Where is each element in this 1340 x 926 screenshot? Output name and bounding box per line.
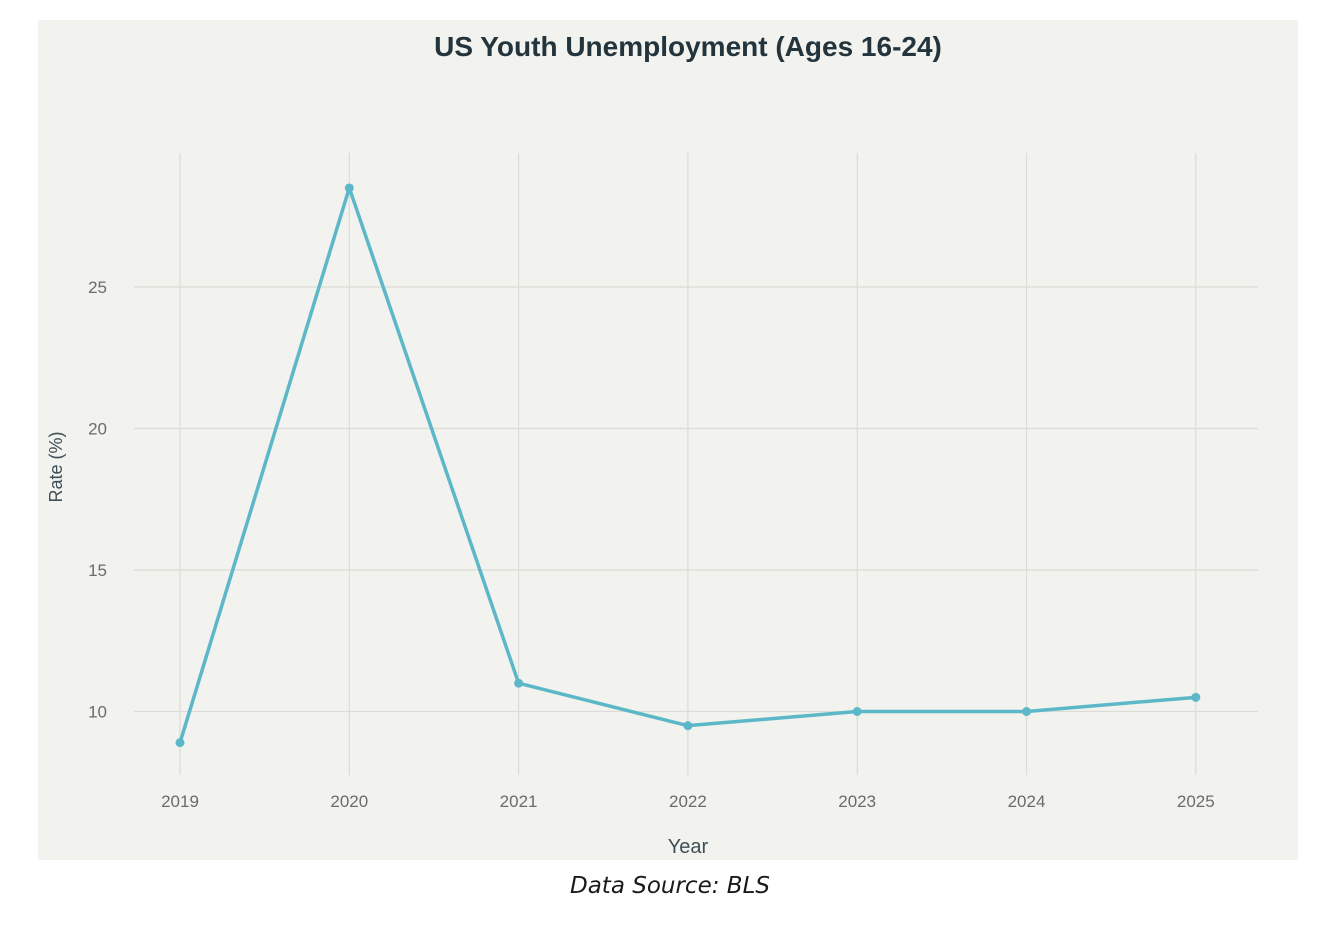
x-tick-labels: 2019 2020 2021 2022 2023 2024 2025 <box>161 792 1215 811</box>
data-source-caption: Data Source: BLS <box>570 873 770 899</box>
data-point[interactable] <box>344 183 354 193</box>
data-point[interactable] <box>1191 692 1201 702</box>
data-point[interactable] <box>514 678 524 688</box>
series-layer <box>175 183 1201 748</box>
x-tick-label: 2020 <box>330 792 368 811</box>
x-tick-label: 2025 <box>1177 792 1215 811</box>
x-tick-label: 2021 <box>500 792 538 811</box>
y-tick-labels: 10 15 20 25 <box>88 278 107 722</box>
y-tick-label: 25 <box>88 278 107 297</box>
line-chart: US Youth Unemployment (Ages 16-24) 10 15 2… <box>46 31 1258 858</box>
chart-title: US Youth Unemployment (Ages 16-24) <box>434 31 942 62</box>
x-tick-label: 2023 <box>838 792 876 811</box>
data-point[interactable] <box>852 707 862 716</box>
y-tick-label: 10 <box>88 703 107 722</box>
y-tick-label: 15 <box>88 561 107 580</box>
y-axis-label: Rate (%) <box>46 431 66 502</box>
chart-panel: US Youth Unemployment (Ages 16-24) 10 15 2… <box>38 20 1298 860</box>
x-tick-label: 2024 <box>1008 792 1046 811</box>
data-point[interactable] <box>1022 707 1031 716</box>
grid-lines <box>134 153 1258 775</box>
y-tick-label: 20 <box>88 420 107 439</box>
x-tick-label: 2019 <box>161 792 199 811</box>
data-point[interactable] <box>175 738 185 748</box>
x-axis-label: Year <box>668 836 709 858</box>
data-point[interactable] <box>683 721 693 731</box>
x-tick-label: 2022 <box>669 792 707 811</box>
